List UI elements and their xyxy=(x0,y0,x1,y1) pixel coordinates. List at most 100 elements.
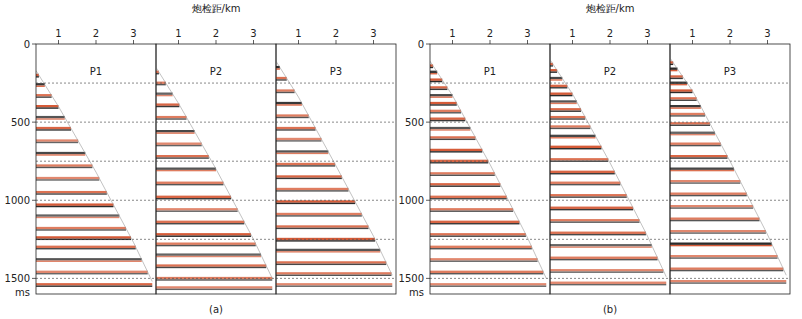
panel-frame xyxy=(36,44,156,294)
y-tick-label: 1000 xyxy=(5,195,30,206)
event-lobe xyxy=(36,164,92,166)
event-lobe xyxy=(670,143,721,145)
reflection-event xyxy=(430,258,538,262)
event-lobe xyxy=(36,107,59,108)
reflection-event xyxy=(670,255,778,259)
grid-line xyxy=(550,83,670,84)
x-tick-label: 2 xyxy=(607,28,613,39)
y-tick-label: 0 xyxy=(24,39,30,50)
reflection-event xyxy=(36,246,136,250)
grid-line xyxy=(156,161,276,162)
x-tick xyxy=(96,40,97,44)
event-lobe xyxy=(670,270,783,271)
panel: 123P3 xyxy=(276,28,396,294)
reflection-event xyxy=(430,102,457,106)
y-tick-label: 0 xyxy=(418,39,424,50)
reflection-event xyxy=(670,168,734,172)
reflection-event xyxy=(550,116,585,120)
x-tick xyxy=(452,40,453,44)
x-tick-label: 1 xyxy=(295,28,301,39)
reflection-event xyxy=(156,253,261,257)
event-lobe xyxy=(276,165,335,166)
reflection-event xyxy=(36,139,78,143)
event-lobe xyxy=(550,194,627,196)
grid-line xyxy=(550,161,670,162)
event-lobe xyxy=(36,94,52,96)
event-lobe xyxy=(670,125,710,126)
reflection-event xyxy=(276,89,295,93)
event-lobe xyxy=(36,76,39,77)
y-unit: ms xyxy=(409,287,424,298)
event-lobe xyxy=(550,182,620,184)
reflection-event xyxy=(550,269,663,273)
event-lobe xyxy=(670,245,772,246)
event-lobe xyxy=(156,93,173,95)
event-lobe xyxy=(156,243,256,245)
event-lobe xyxy=(430,283,546,285)
x-tick xyxy=(490,40,491,44)
event-lobe xyxy=(276,188,349,190)
panel-frame xyxy=(670,44,790,294)
event-lobe xyxy=(670,122,710,124)
event-lobe xyxy=(550,284,666,285)
grid-line xyxy=(670,161,790,162)
event-lobe xyxy=(156,253,261,255)
event-lobe xyxy=(430,127,470,129)
event-lobe xyxy=(430,248,532,249)
event-lobe xyxy=(430,94,453,96)
event-lobe xyxy=(430,129,470,130)
first-break xyxy=(276,61,392,275)
x-tick xyxy=(298,40,299,44)
event-lobe xyxy=(550,118,585,119)
panel-label: P3 xyxy=(330,66,342,77)
x-tick-label: 3 xyxy=(764,28,770,39)
y-tick xyxy=(32,278,36,279)
reflection-event xyxy=(36,258,142,262)
event-lobe xyxy=(156,118,187,119)
reflection-event xyxy=(430,196,507,200)
grid-line xyxy=(276,83,396,84)
event-lobe xyxy=(670,70,678,71)
grid-line xyxy=(156,200,276,201)
reflection-event xyxy=(276,283,392,287)
event-lobe xyxy=(156,95,173,96)
grid-line xyxy=(156,83,276,84)
reflection-event xyxy=(670,193,747,197)
event-lobe xyxy=(430,136,476,138)
reflection-event xyxy=(430,71,437,75)
event-lobe xyxy=(670,243,772,245)
event-lobe xyxy=(36,127,71,129)
grid-line xyxy=(670,83,790,84)
grid-line xyxy=(156,239,276,240)
x-tick-label: 3 xyxy=(524,28,530,39)
grid-line xyxy=(550,239,670,240)
event-lobe xyxy=(430,223,520,224)
reflection-event xyxy=(430,86,447,90)
x-tick-label: 2 xyxy=(93,28,99,39)
event-lobe xyxy=(156,289,272,290)
reflection-event xyxy=(670,68,678,72)
event-lobe xyxy=(156,245,256,246)
panel-frame xyxy=(430,44,550,294)
reflection-event xyxy=(550,125,590,129)
reflection-event xyxy=(276,138,322,142)
event-lobe xyxy=(156,223,244,224)
event-lobe xyxy=(550,100,577,102)
event-lobe xyxy=(156,279,272,280)
event-lobe xyxy=(36,96,52,97)
grid-line xyxy=(430,161,550,162)
event-lobe xyxy=(156,233,251,235)
reflection-event xyxy=(156,155,209,159)
event-lobe xyxy=(276,190,349,191)
event-lobe xyxy=(156,198,231,199)
x-tick-label: 3 xyxy=(644,28,650,39)
event-lobe xyxy=(156,182,224,184)
reflection-event xyxy=(276,225,369,229)
grid-line xyxy=(430,83,550,84)
panel: 123P1 xyxy=(36,28,156,294)
event-lobe xyxy=(550,171,615,173)
event-lobe xyxy=(430,139,476,140)
reflection-event xyxy=(156,182,224,186)
event-lobe xyxy=(36,229,126,230)
event-lobe xyxy=(670,97,697,99)
